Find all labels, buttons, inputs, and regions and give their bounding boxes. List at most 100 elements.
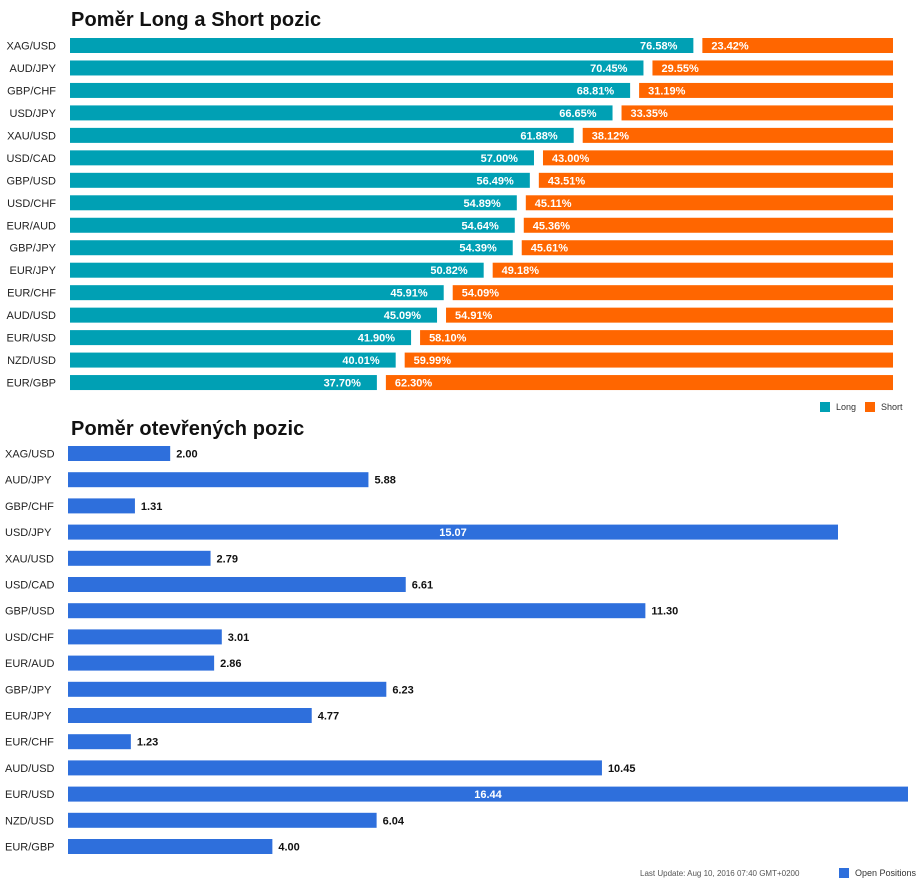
bar-open-aud-jpy bbox=[68, 472, 369, 488]
category-label-open-aud-usd: AUD/USD bbox=[5, 763, 55, 775]
legend-item-long[interactable]: Long bbox=[820, 402, 856, 412]
bar-long-gbp-jpy bbox=[70, 240, 513, 256]
bar-open-eur-chf bbox=[68, 734, 131, 750]
category-label-open-usd-jpy: USD/JPY bbox=[5, 527, 52, 539]
data-label-open-xag-usd: 2.00 bbox=[176, 449, 197, 461]
category-label-open-gbp-jpy: GBP/JPY bbox=[5, 684, 52, 696]
bar-open-eur-jpy bbox=[68, 708, 312, 723]
bar-short-aud-jpy bbox=[652, 60, 893, 76]
bar-short-aud-usd bbox=[446, 307, 893, 323]
category-label-open-eur-usd: EUR/USD bbox=[5, 789, 55, 801]
category-label-gbp-jpy: GBP/JPY bbox=[10, 243, 57, 255]
bar-long-gbp-usd bbox=[70, 172, 530, 188]
bar-open-eur-aud bbox=[68, 655, 215, 671]
bar-short-xag-usd bbox=[702, 38, 893, 53]
data-label-open-nzd-usd: 6.04 bbox=[383, 815, 405, 827]
category-label-aud-usd: AUD/USD bbox=[6, 310, 56, 322]
data-label-open-eur-aud: 2.86 bbox=[220, 658, 241, 670]
bar-short-gbp-jpy bbox=[521, 240, 893, 256]
data-label-open-usd-jpy: 15.07 bbox=[439, 527, 467, 539]
category-label-usd-chf: USD/CHF bbox=[7, 198, 56, 210]
data-label-long-usd-cad: 57.00% bbox=[481, 153, 519, 165]
bar-long-eur-jpy bbox=[70, 262, 484, 278]
bar-open-gbp-jpy bbox=[68, 681, 387, 697]
bar-open-xag-usd bbox=[68, 446, 171, 461]
data-label-long-eur-chf: 45.91% bbox=[390, 288, 428, 300]
bar-long-nzd-usd bbox=[70, 352, 396, 368]
bar-open-gbp-usd bbox=[68, 603, 646, 619]
data-label-short-gbp-jpy: 45.61% bbox=[531, 243, 569, 255]
data-label-short-xau-usd: 38.12% bbox=[592, 130, 630, 142]
bar-short-gbp-usd bbox=[538, 172, 893, 188]
bar-open-usd-cad bbox=[68, 577, 406, 592]
bar-open-nzd-usd bbox=[68, 812, 377, 828]
bar-short-eur-aud bbox=[523, 217, 893, 233]
data-label-open-eur-chf: 1.23 bbox=[137, 737, 158, 749]
data-label-long-gbp-jpy: 54.39% bbox=[459, 243, 497, 255]
category-label-open-xag-usd: XAG/USD bbox=[5, 449, 55, 461]
category-label-open-eur-aud: EUR/AUD bbox=[5, 658, 55, 670]
legend-label-open-positions: Open Positions bbox=[855, 868, 917, 878]
data-label-long-nzd-usd: 40.01% bbox=[342, 355, 380, 367]
data-label-long-eur-jpy: 50.82% bbox=[430, 265, 468, 277]
open-positions-legend: Open Positions bbox=[839, 868, 917, 878]
category-label-open-eur-chf: EUR/CHF bbox=[5, 737, 54, 749]
data-label-long-usd-jpy: 66.65% bbox=[559, 108, 597, 120]
legend-swatch-long bbox=[820, 402, 830, 412]
data-label-long-usd-chf: 54.89% bbox=[463, 198, 501, 210]
category-label-eur-chf: EUR/CHF bbox=[7, 288, 56, 300]
category-label-nzd-usd: NZD/USD bbox=[7, 355, 56, 367]
category-label-gbp-chf: GBP/CHF bbox=[7, 85, 56, 97]
legend-label-short: Short bbox=[881, 402, 903, 412]
bar-open-gbp-chf bbox=[68, 498, 135, 514]
bar-short-nzd-usd bbox=[404, 352, 893, 368]
category-label-usd-cad: USD/CAD bbox=[6, 153, 56, 165]
category-label-open-usd-cad: USD/CAD bbox=[5, 580, 55, 592]
data-label-short-gbp-usd: 43.51% bbox=[548, 175, 586, 187]
category-label-eur-jpy: EUR/JPY bbox=[10, 265, 57, 277]
data-label-open-eur-jpy: 4.77 bbox=[318, 711, 339, 723]
data-label-short-eur-chf: 54.09% bbox=[462, 288, 500, 300]
bar-short-eur-chf bbox=[452, 285, 893, 301]
data-label-open-eur-gbp: 4.00 bbox=[278, 842, 299, 854]
bar-open-eur-usd bbox=[68, 786, 908, 802]
legend-label-long: Long bbox=[836, 402, 857, 412]
bar-open-xau-usd bbox=[68, 550, 211, 566]
data-label-long-eur-aud: 54.64% bbox=[461, 220, 499, 232]
category-label-open-xau-usd: XAU/USD bbox=[5, 553, 54, 565]
bar-long-usd-chf bbox=[70, 195, 517, 211]
category-label-open-gbp-usd: GBP/USD bbox=[5, 606, 55, 618]
data-label-short-usd-jpy: 33.35% bbox=[631, 108, 669, 120]
bar-open-aud-usd bbox=[68, 760, 602, 776]
bar-open-usd-jpy bbox=[68, 524, 838, 540]
data-label-open-gbp-jpy: 6.23 bbox=[392, 684, 413, 696]
bar-long-xag-usd bbox=[70, 38, 694, 53]
legend-swatch-open-positions bbox=[839, 868, 849, 878]
category-label-open-aud-jpy: AUD/JPY bbox=[5, 475, 52, 487]
bar-short-usd-chf bbox=[525, 195, 893, 211]
bar-long-eur-aud bbox=[70, 217, 515, 233]
ratio-legend: Long Short bbox=[820, 402, 912, 412]
category-label-open-usd-chf: USD/CHF bbox=[5, 632, 54, 644]
data-label-long-gbp-usd: 56.49% bbox=[477, 175, 515, 187]
category-label-open-gbp-chf: GBP/CHF bbox=[5, 501, 54, 513]
bar-long-eur-gbp bbox=[70, 375, 377, 391]
ratio-chart-title: Poměr Long a Short pozic bbox=[71, 9, 322, 31]
category-label-aud-jpy: AUD/JPY bbox=[10, 63, 57, 75]
data-label-long-eur-usd: 41.90% bbox=[358, 333, 396, 345]
data-label-short-eur-gbp: 62.30% bbox=[395, 378, 433, 390]
legend-item-open-positions[interactable]: Open Positions bbox=[839, 868, 916, 878]
bar-short-usd-cad bbox=[542, 150, 893, 166]
data-label-long-eur-gbp: 37.70% bbox=[324, 378, 362, 390]
data-label-short-eur-jpy: 49.18% bbox=[502, 265, 540, 277]
category-label-usd-jpy: USD/JPY bbox=[10, 108, 57, 120]
data-label-short-gbp-chf: 31.19% bbox=[648, 85, 686, 97]
bar-long-xau-usd bbox=[70, 127, 574, 143]
legend-item-short[interactable]: Short bbox=[865, 402, 903, 412]
last-update-text: Last Update: Aug 10, 2016 07:40 GMT+0200 bbox=[640, 869, 800, 878]
bar-open-eur-gbp bbox=[68, 839, 273, 854]
category-label-eur-aud: EUR/AUD bbox=[6, 220, 56, 232]
category-label-xag-usd: XAG/USD bbox=[6, 41, 56, 53]
legend-swatch-short bbox=[865, 402, 876, 412]
